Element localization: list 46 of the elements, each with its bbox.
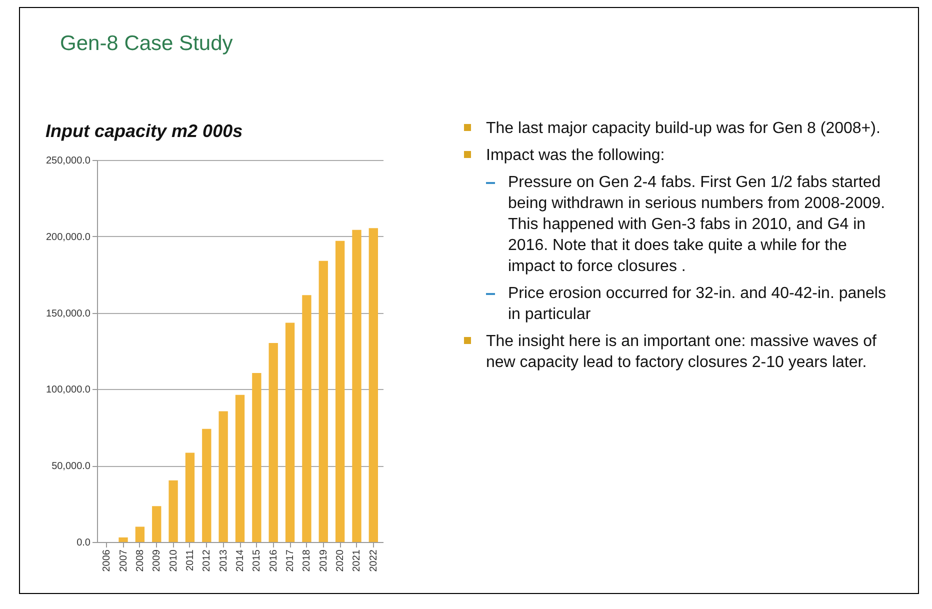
y-tick-label: 250,000.0	[46, 156, 91, 166]
chart-title: Gen-8 Case Study	[60, 32, 233, 56]
x-tick-label: 2019	[318, 549, 330, 572]
x-tick-label: 2013	[218, 549, 230, 572]
x-tick-label: 2020	[335, 549, 346, 572]
bar	[218, 411, 228, 542]
x-tick-label: 2009	[152, 549, 163, 572]
x-tick-label: 2017	[285, 549, 296, 572]
text: Pressure on Gen 2-4 fabs. First Gen 1/2 fabs started being withdrawn in serious numbers from 2008-2009. This happened with Gen-3 fabs in 2010, and G4 in 2016. Note that it does take quite a while for the impact to force closures .	[507, 173, 886, 277]
x-tick-label: 2021	[352, 549, 363, 572]
bar	[368, 228, 378, 542]
x-tick-label: 2015	[252, 549, 263, 572]
bar	[335, 240, 345, 542]
bar	[185, 452, 195, 542]
bar	[135, 526, 145, 542]
chart-subtitle: Input capacity m2 000s	[46, 121, 243, 141]
bar	[252, 373, 262, 542]
bar	[302, 295, 312, 542]
x-tick-label: 2022	[368, 549, 380, 572]
bar	[352, 230, 362, 542]
bar	[318, 260, 328, 542]
text: Price erosion occurred for 32-in. and 40-42-in. panels in particular	[507, 284, 887, 325]
x-tick-label: 2016	[268, 549, 280, 572]
bar	[168, 480, 178, 542]
y-tick-label: 200,000.0	[46, 232, 91, 243]
text: Impact was the following:	[485, 146, 666, 166]
x-tick-label: 2006	[102, 549, 113, 572]
y-tick-label: 100,000.0	[46, 384, 91, 396]
bar	[285, 322, 295, 542]
x-tick-label: 2010	[168, 549, 180, 572]
y-tick-label: 50,000.0	[52, 461, 91, 472]
y-tick-label: 0.0	[76, 538, 91, 548]
bar	[268, 343, 278, 542]
bar	[202, 428, 212, 542]
x-tick-label: 2012	[202, 549, 213, 572]
x-tick-label: 2014	[235, 549, 246, 572]
y-tick-label: 150,000.0	[46, 308, 91, 320]
x-tick-label: 2007	[118, 549, 130, 572]
bar	[235, 394, 245, 542]
x-tick-label: 2018	[302, 549, 313, 572]
x-tick-label: 2011	[184, 549, 196, 572]
bar	[118, 537, 128, 542]
text: The last major capacity build-up was for Gen 8 (2008+).	[485, 119, 882, 139]
bar	[152, 506, 162, 542]
text: The insight here is an important one: massive waves of new capacity lead to factory closures 2-10 years later.	[485, 332, 878, 373]
x-tick-label: 2008	[134, 549, 146, 572]
